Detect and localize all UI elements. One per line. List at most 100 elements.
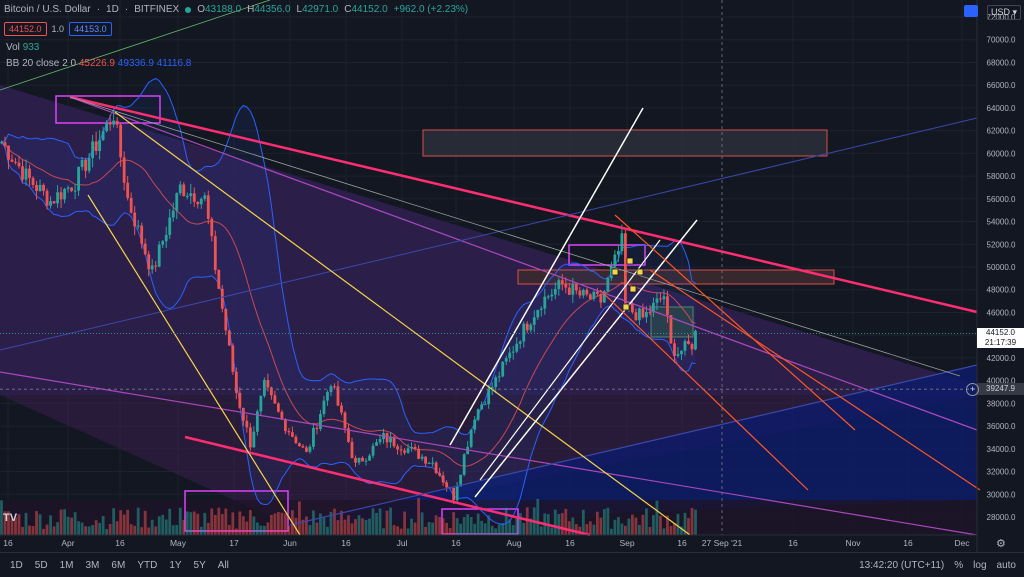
volume-bar [648,527,652,535]
candle-body [501,361,505,377]
time-tick-label: Apr [61,538,74,548]
timeframe-5y[interactable]: 5Y [193,559,206,571]
candle-body [595,291,599,294]
candle-body [494,377,498,387]
tradingview-logo-icon[interactable]: TV [3,512,18,524]
volume-bar [501,523,505,535]
candle-body [319,414,322,429]
volume-bar [234,528,238,535]
volume-bar [455,518,459,535]
volume-bar [662,528,666,535]
candle-body [687,341,690,344]
candle-body [574,284,578,291]
volume-bar [616,517,620,535]
time-tick-label: 16 [115,538,125,548]
candle-body [410,446,413,449]
buy-sell-panel: 44152.0 1.0 44153.0 [4,22,112,36]
volume-bar [333,508,336,535]
candle-body [35,184,38,191]
candle-body [283,419,287,432]
timeframe-6m[interactable]: 6M [111,559,126,571]
volume-bar [613,519,617,535]
candlesticks [0,110,697,504]
interval-label[interactable]: 1D [106,4,119,15]
candle-body [94,141,98,152]
candle-body [546,296,550,298]
volume-bar [574,524,578,535]
clock-display[interactable]: 13:42:20 (UTC+11) [859,559,945,571]
volume-bar [340,510,343,535]
candle-body [133,212,137,227]
log-toggle[interactable]: log [973,559,987,571]
timeframe-1d[interactable]: 1D [10,559,23,571]
candle-body [623,233,627,305]
candle-body [392,436,396,447]
volume-bar [413,522,417,535]
buy-price-button[interactable]: 44153.0 [69,22,112,36]
timeframe-1m[interactable]: 1M [59,559,74,571]
price-tick-label: 58000.0 [987,172,1016,181]
candle-body [553,289,557,295]
volume-bar [73,512,77,535]
ohlc-change: +962.0 (+2.23%) [393,4,469,15]
volume-bar [70,517,73,535]
candle-body [220,288,224,309]
candle-body [38,184,42,191]
candle-body [164,234,168,242]
candle-body [122,157,126,183]
bollinger-upper [1,77,696,436]
volume-bar [133,525,137,535]
candle-body [476,409,480,420]
volume-legend[interactable]: Vol 933 [6,42,40,53]
volume-bar [389,507,392,535]
timeframe-ytd[interactable]: YTD [137,559,158,571]
candle-body [161,241,165,245]
price-tick-label: 42000.0 [987,354,1016,363]
currency-selector[interactable]: USD ▾ [987,5,1022,20]
candle-body [241,407,245,421]
candle-body [666,296,669,316]
bollinger-fill [1,78,696,525]
candle-body [557,280,561,290]
volume-bar [105,528,109,535]
candle-body [592,291,596,299]
bollinger-basis [1,141,696,467]
volume-bar [101,515,105,535]
volume-bar [213,514,217,535]
auto-toggle[interactable]: auto [996,559,1016,571]
volume-bar [490,525,494,535]
volume-bar [21,526,24,535]
compare-icon[interactable] [964,5,978,17]
price-tick-label: 68000.0 [987,58,1016,67]
settings-gear-icon[interactable]: ⚙ [996,538,1006,550]
candle-body [273,395,277,404]
symbol-title[interactable]: Bitcoin / U.S. Dollar [4,4,91,15]
timeframe-all[interactable]: All [217,559,229,571]
add-alert-icon[interactable]: + [966,383,979,396]
volume-bar [585,524,589,535]
chart-header: Bitcoin / U.S. Dollar · 1D · BITFINEX O4… [4,4,469,15]
candle-body [406,448,410,453]
volume-bar [522,522,526,535]
time-tick-label: Sep [619,538,634,548]
time-tick-label: 16 [341,538,351,548]
candle-body [189,193,193,197]
volume-bar [266,522,270,535]
bollinger-legend[interactable]: BB 20 close 2 0 45226.9 49336.9 41116.8 [6,58,192,69]
sell-price-button[interactable]: 44152.0 [4,22,47,36]
price-tick-label: 60000.0 [987,149,1016,158]
volume-bar [164,519,168,535]
timeframe-1y[interactable]: 1Y [169,559,182,571]
candle-body [564,283,568,288]
candle-body [266,380,270,388]
percent-toggle[interactable]: % [954,559,964,571]
volume-bar [273,513,277,535]
candle-body [199,198,203,205]
candle-body [287,431,291,433]
timeframe-3m[interactable]: 3M [85,559,100,571]
timeframe-5d[interactable]: 5D [34,559,48,571]
candle-body [340,405,343,413]
candle-body [613,254,617,267]
volume-bar [487,515,491,535]
